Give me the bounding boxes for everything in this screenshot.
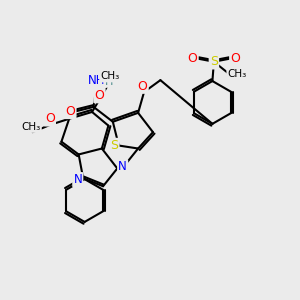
Text: O: O <box>65 105 75 118</box>
Text: S: S <box>110 139 118 152</box>
Text: O: O <box>188 52 197 65</box>
Text: N: N <box>74 173 82 186</box>
Text: H: H <box>105 76 113 87</box>
Text: CH₃: CH₃ <box>100 71 119 81</box>
Text: CH₃: CH₃ <box>22 122 41 132</box>
Text: S: S <box>210 55 218 68</box>
Text: CH₃: CH₃ <box>227 69 247 79</box>
Text: O: O <box>230 52 240 65</box>
Text: O: O <box>138 80 148 93</box>
Text: NH: NH <box>88 74 105 87</box>
Text: O: O <box>94 89 104 102</box>
Text: N: N <box>118 160 127 173</box>
Text: O: O <box>45 112 55 125</box>
